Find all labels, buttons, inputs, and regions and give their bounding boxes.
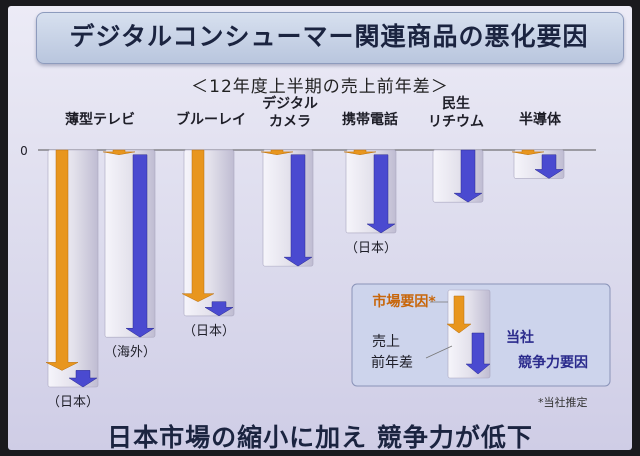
slide-title: デジタルコンシューマー関連商品の悪化要因 bbox=[69, 22, 589, 51]
legend-market-arrow bbox=[446, 295, 472, 334]
competitiveness-factor-arrow bbox=[453, 149, 483, 203]
bar-region-label: （日本） bbox=[183, 324, 235, 339]
competitiveness-factor-arrow bbox=[534, 154, 564, 179]
bar-column bbox=[262, 149, 314, 267]
competitiveness-factor-arrow bbox=[366, 154, 396, 234]
market-factor-arrow bbox=[102, 149, 136, 155]
legend-competitiveness-arrow bbox=[465, 332, 491, 375]
slide: デジタルコンシューマー関連商品の悪化要因 ＜12年度上半期の売上前年差＞ 0 薄型… bbox=[8, 6, 632, 452]
legend-competitiveness-label: 競争力要因 bbox=[518, 354, 588, 371]
competitiveness-factor-arrow bbox=[68, 370, 98, 388]
market-factor-arrow bbox=[343, 149, 377, 155]
title-bar bbox=[36, 12, 624, 64]
group-label: ブルーレイ bbox=[176, 111, 246, 128]
competitiveness-factor-arrow bbox=[204, 301, 234, 317]
legend-column-label: 売上 bbox=[372, 334, 400, 350]
competitiveness-factor-arrow bbox=[283, 154, 313, 267]
estimate-note: *当社推定 bbox=[538, 396, 588, 409]
bar-region-label: （日本） bbox=[345, 241, 397, 256]
chart-subtitle: ＜12年度上半期の売上前年差＞ bbox=[191, 77, 449, 97]
conclusion-text: 日本市場の縮小に加え 競争力が低下 bbox=[107, 423, 533, 452]
market-factor-arrow bbox=[511, 149, 545, 155]
group-label: 半導体 bbox=[519, 111, 562, 128]
bar-region-label: （海外） bbox=[104, 345, 156, 360]
market-factor-arrow bbox=[260, 149, 294, 155]
bar-column bbox=[183, 149, 235, 317]
legend-leader-line bbox=[425, 345, 453, 359]
bar-column bbox=[47, 149, 99, 388]
competitiveness-factor-arrow bbox=[125, 154, 155, 338]
market-factor-arrow bbox=[181, 149, 215, 302]
legend-market-label: 市場要因* bbox=[372, 293, 436, 310]
legend-column-label: 前年差 bbox=[371, 354, 413, 371]
legend-competitiveness-label: 当社 bbox=[506, 329, 534, 346]
group-label: 民生 bbox=[442, 95, 470, 112]
bar-column bbox=[345, 149, 397, 234]
bar-column bbox=[104, 149, 156, 338]
group-label: デジタル bbox=[262, 95, 318, 112]
group-label: 薄型テレビ bbox=[65, 111, 135, 128]
group-label: 携帯電話 bbox=[342, 111, 398, 128]
bar-region-label: （日本） bbox=[47, 395, 99, 410]
group-label: カメラ bbox=[269, 114, 311, 130]
bar-column bbox=[513, 149, 565, 179]
zero-tick-label: 0 bbox=[20, 144, 28, 158]
group-label: リチウム bbox=[428, 114, 484, 130]
market-factor-arrow bbox=[45, 149, 79, 371]
